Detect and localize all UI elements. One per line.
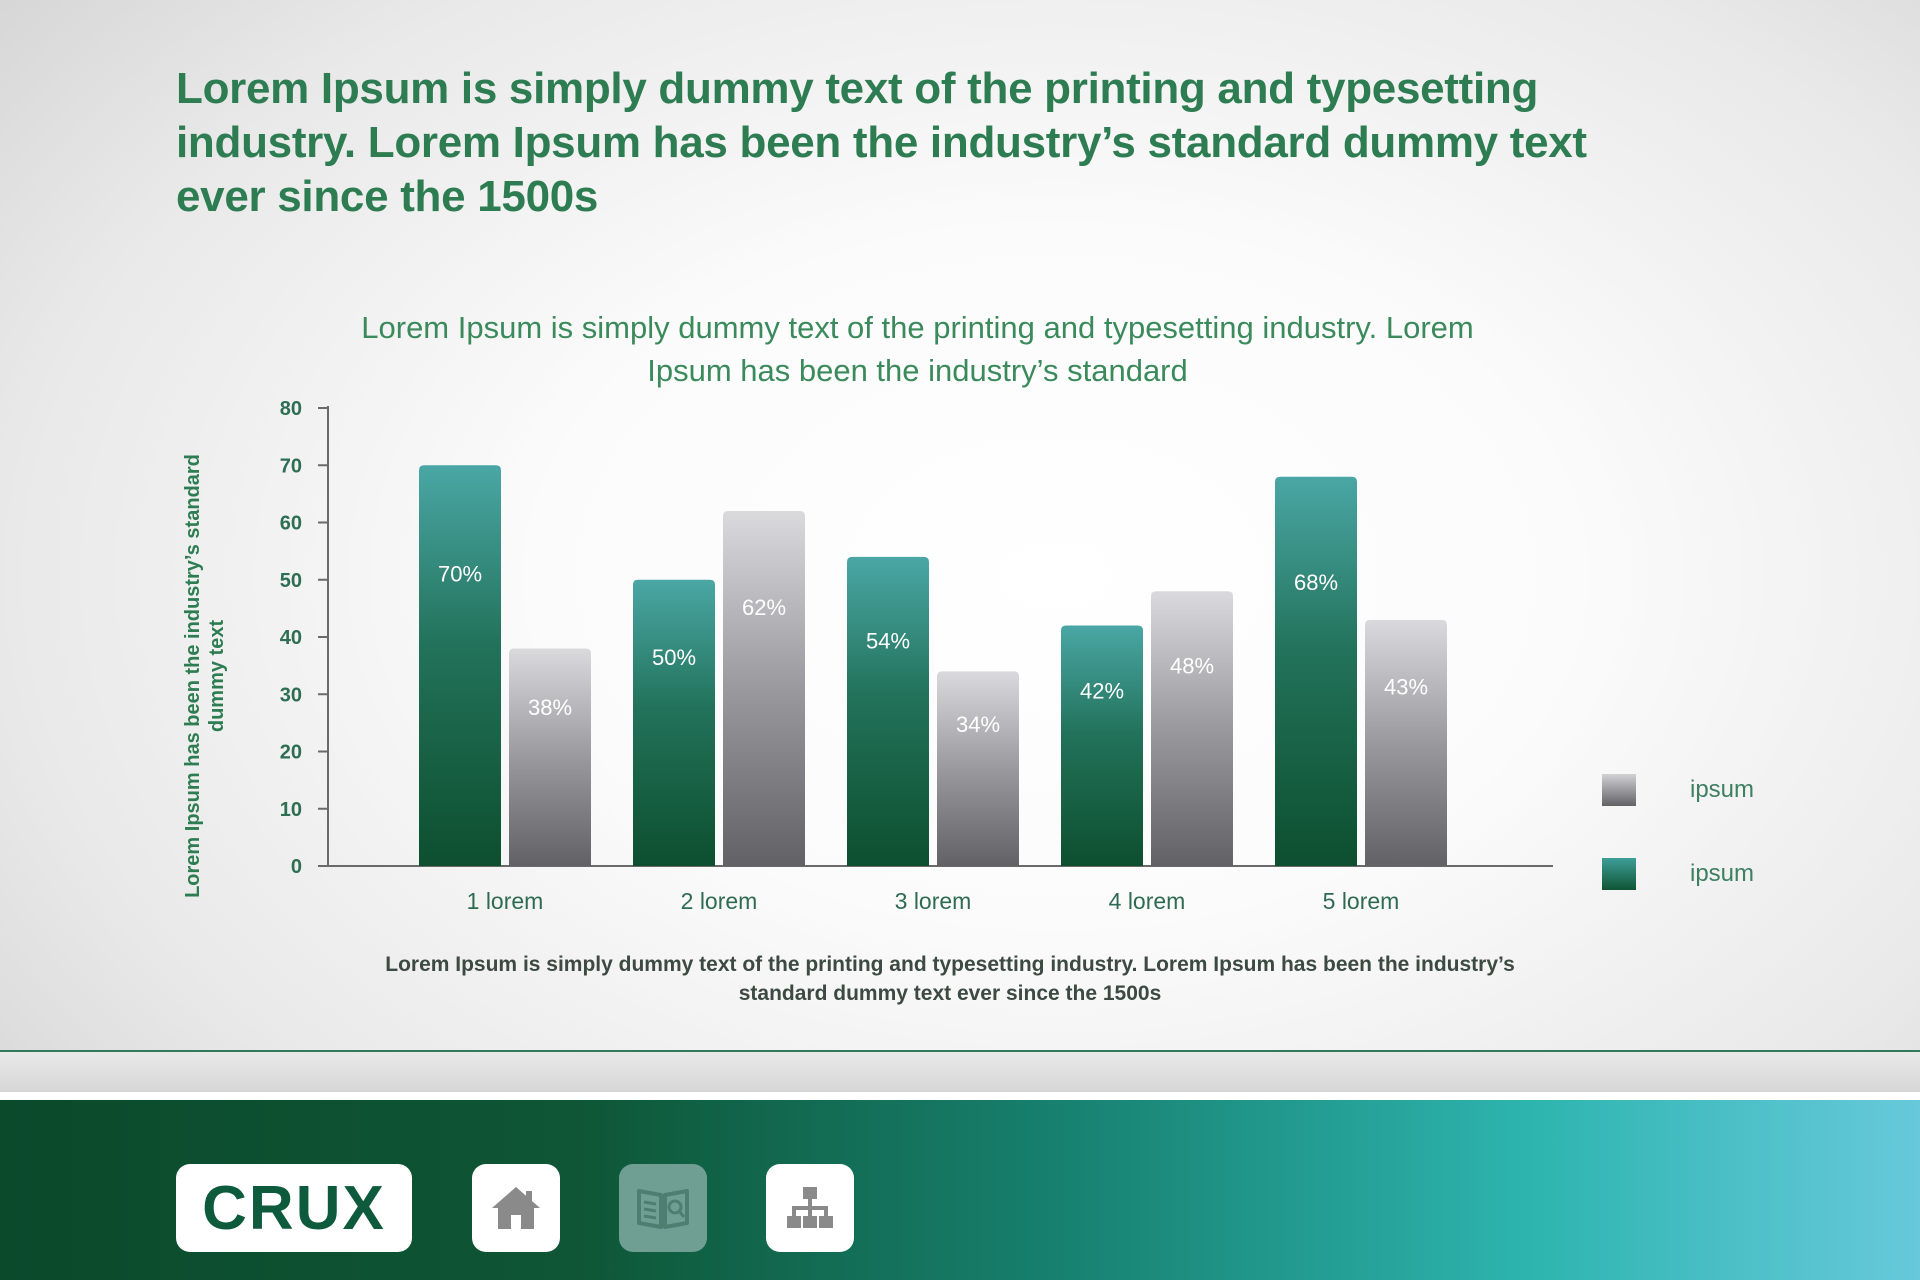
x-tick-label: 4 lorem xyxy=(1109,888,1186,914)
y-tick-label: 20 xyxy=(280,742,302,764)
data-label-gray-2: 62% xyxy=(742,595,786,620)
data-label-green-5: 68% xyxy=(1294,570,1338,595)
bar-gray-3 xyxy=(937,671,1019,866)
legend-label-green: ipsum xyxy=(1690,860,1755,887)
y-tick-label: 50 xyxy=(280,570,302,592)
sitemap-icon xyxy=(787,1187,833,1228)
bar-green-2 xyxy=(633,579,715,866)
bar-gray-1 xyxy=(509,648,591,866)
data-label-green-2: 50% xyxy=(652,645,696,670)
footer-divider-white xyxy=(0,1092,1920,1100)
legend-item-gray: ipsum xyxy=(1602,748,1822,832)
bar-green-3 xyxy=(847,556,929,866)
bar-green-1 xyxy=(419,465,501,866)
data-label-gray-4: 48% xyxy=(1170,653,1214,678)
crux-logo[interactable]: CRUX xyxy=(176,1164,412,1252)
home-button[interactable] xyxy=(472,1164,560,1252)
bar-chart: 0 10 20 30 40 50 60 70 80 70% 38% 1 lorem 50% 62% 2 lo… xyxy=(280,398,1553,914)
legend-swatch-green xyxy=(1602,858,1636,890)
footer-divider-line xyxy=(0,1050,1920,1052)
legend-item-green: ipsum xyxy=(1602,832,1822,916)
y-tick-label: 40 xyxy=(280,627,302,649)
page-headline: Lorem Ipsum is simply dummy text of the … xyxy=(176,64,1587,221)
y-tick-label: 0 xyxy=(291,856,302,878)
bar-gray-5 xyxy=(1365,619,1447,866)
bar-gray-2 xyxy=(723,511,805,866)
chart-title: Lorem Ipsum is simply dummy text of the … xyxy=(361,310,1474,388)
bar-green-4 xyxy=(1061,625,1143,866)
logo-text: CRUX xyxy=(202,1173,386,1243)
data-label-gray-3: 34% xyxy=(956,712,1000,737)
data-label-green-3: 54% xyxy=(866,628,910,653)
legend-label-gray: ipsum xyxy=(1690,776,1755,803)
y-tick-label: 80 xyxy=(280,398,302,420)
footer-bar: CRUX xyxy=(0,1100,1920,1280)
legend-swatch-gray xyxy=(1602,774,1636,806)
x-axis-caption: Lorem Ipsum is simply dummy text of the … xyxy=(385,953,1515,1005)
chart-legend: ipsum ipsum xyxy=(1602,748,1822,916)
footer-divider-band xyxy=(0,1052,1920,1092)
x-tick-label: 3 lorem xyxy=(895,888,972,914)
x-tick-label: 5 lorem xyxy=(1323,888,1400,914)
data-label-green-1: 70% xyxy=(438,561,482,586)
data-label-gray-1: 38% xyxy=(528,695,572,720)
y-tick-label: 10 xyxy=(280,799,302,821)
bar-gray-4 xyxy=(1151,591,1233,866)
sitemap-button[interactable] xyxy=(766,1164,854,1252)
data-label-green-4: 42% xyxy=(1080,678,1124,703)
data-label-gray-5: 43% xyxy=(1384,674,1428,699)
book-search-icon xyxy=(637,1189,689,1229)
x-tick-label: 1 lorem xyxy=(467,888,544,914)
home-icon xyxy=(492,1187,540,1229)
x-tick-label: 2 lorem xyxy=(681,888,758,914)
book-search-button[interactable] xyxy=(619,1164,707,1252)
y-tick-label: 60 xyxy=(280,513,302,535)
bar-green-5 xyxy=(1275,476,1357,866)
y-tick-label: 70 xyxy=(280,455,302,477)
y-tick-label: 30 xyxy=(280,684,302,706)
